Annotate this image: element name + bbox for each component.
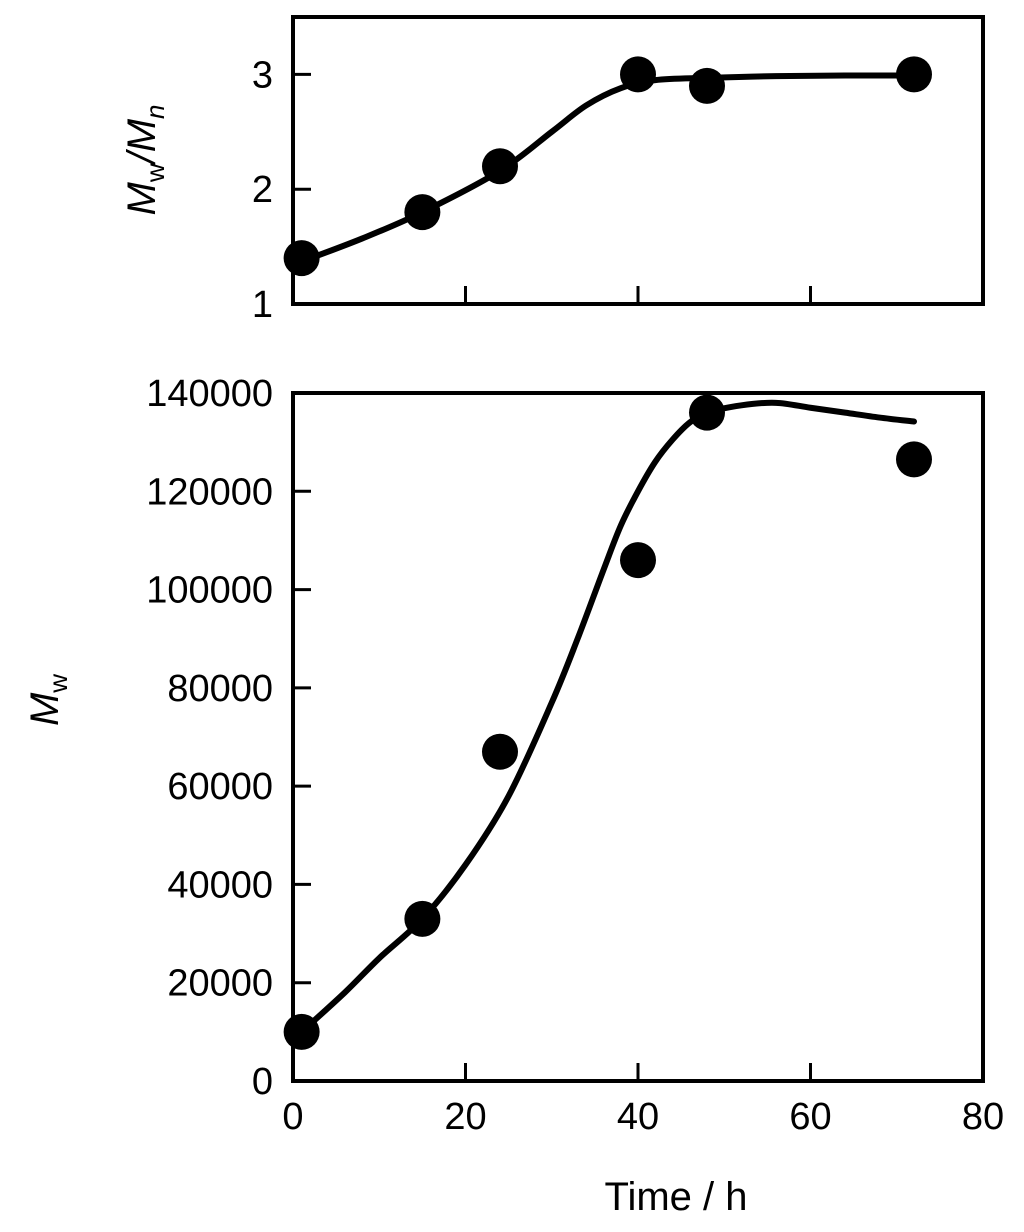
top-data-point (620, 56, 656, 93)
top-panel: 1 2 3 Mw/Mn (120, 15, 985, 326)
bot-x-tick-label: 60 (789, 1096, 831, 1138)
top-tick-labels: 1 2 3 (252, 54, 273, 326)
bottom-data-points (283, 394, 932, 1050)
bot-data-point (896, 441, 932, 478)
top-y-tick-label: 3 (252, 54, 273, 96)
top-data-point (404, 194, 441, 231)
bot-data-point (620, 542, 656, 579)
bot-data-point (404, 900, 441, 937)
top-ylabel-main: M (120, 182, 164, 216)
bot-data-point (482, 733, 518, 770)
top-y-tick-label: 1 (252, 284, 273, 326)
bot-x-tick-label: 40 (617, 1096, 659, 1138)
bot-y-tick-label: 80000 (167, 668, 273, 710)
bot-y-tick-label: 40000 (167, 864, 273, 906)
top-data-point (896, 56, 932, 93)
bottom-y-axis-label: Mw (23, 674, 73, 726)
top-ticks (293, 72, 812, 304)
top-y-axis-label: Mw/Mn (120, 104, 170, 215)
bot-y-tick-label: 140000 (146, 373, 273, 415)
bot-data-point (689, 394, 725, 431)
top-data-points (283, 56, 932, 277)
bot-y-tick-label: 100000 (146, 570, 273, 612)
bot-data-point (283, 1013, 320, 1050)
bot-x-tick-label: 80 (962, 1096, 1004, 1138)
bottom-ylabel-main: M (23, 692, 67, 726)
bot-y-tick-label: 120000 (146, 471, 273, 513)
bottom-tick-labels: 0 20000 40000 60000 80000 100000 120000 140000 0… (146, 373, 1004, 1138)
top-fit-line (298, 72, 917, 265)
bottom-panel: 0 20000 40000 60000 80000 100000 120000 140000 0… (23, 373, 1004, 1219)
bot-y-tick-label: 60000 (167, 766, 273, 808)
top-data-point (482, 148, 518, 185)
bottom-ylabel-sub1: w (43, 674, 73, 694)
bottom-ticks (293, 489, 812, 1081)
bot-x-tick-label: 0 (282, 1096, 303, 1138)
x-axis-label: Time / h (605, 1175, 748, 1219)
bot-y-tick-label: 0 (252, 1061, 273, 1103)
top-ylabel-sub1: w (140, 163, 170, 183)
top-ylabel-sub2: n (140, 104, 170, 118)
bot-y-tick-label: 20000 (167, 963, 273, 1005)
top-ylabel-slash: /M (120, 118, 164, 166)
top-y-tick-label: 2 (252, 169, 273, 211)
top-data-point (283, 240, 320, 277)
bot-x-tick-label: 20 (444, 1096, 486, 1138)
bottom-fit-line (298, 399, 917, 1035)
top-data-point (689, 67, 725, 104)
